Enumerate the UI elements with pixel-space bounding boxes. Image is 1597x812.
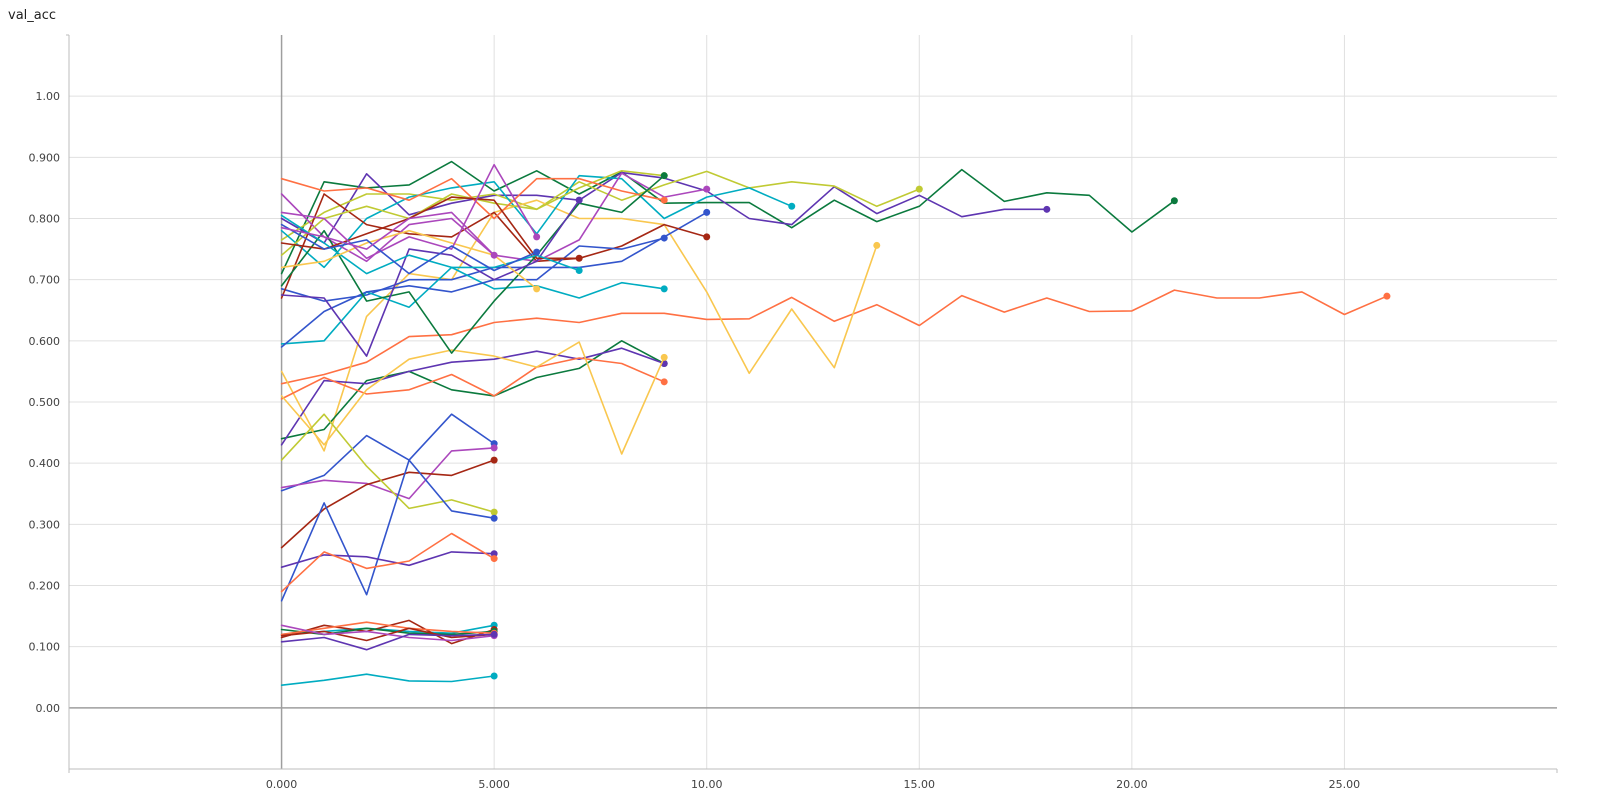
series-line — [280, 621, 495, 636]
series-end-point — [660, 172, 668, 180]
series-end-point — [1043, 205, 1051, 213]
series-end-point — [915, 185, 923, 193]
y-tick-label: 1.00 — [36, 90, 61, 103]
y-tick-label: 0.200 — [29, 580, 61, 593]
series-end-point — [490, 514, 498, 522]
axes — [66, 34, 1558, 773]
x-tick-label: 25.00 — [1329, 778, 1361, 791]
series-line — [280, 357, 666, 400]
series-end-point — [660, 234, 668, 242]
y-tick-label: 0.400 — [29, 457, 61, 470]
series-line — [280, 459, 495, 549]
series-line — [280, 199, 581, 357]
series-line — [280, 347, 666, 446]
y-tick-label: 0.00 — [36, 702, 61, 715]
y-tick-label: 0.800 — [29, 213, 61, 226]
series-line — [280, 193, 708, 299]
series-line — [280, 624, 495, 642]
series-end-point — [873, 241, 881, 249]
series-line — [280, 199, 878, 452]
series-line — [280, 289, 1388, 385]
series-line — [280, 413, 495, 513]
y-tick-label: 0.100 — [29, 641, 61, 654]
series-end-point — [703, 185, 711, 193]
y-tick-label: 0.700 — [29, 274, 61, 287]
x-tick-label: 20.00 — [1116, 778, 1148, 791]
series-line — [280, 341, 666, 455]
series-line — [280, 171, 1048, 244]
series-line — [280, 459, 495, 602]
grid-lines — [69, 35, 1557, 769]
series-end-point — [660, 353, 668, 361]
series-end-point — [575, 196, 583, 204]
series-line — [280, 447, 495, 500]
tick-labels: 0.00 0.100 0.200 0.300 0.400 0.500 0.600 0.700 0… — [29, 90, 1361, 791]
chart-title: val_acc — [8, 8, 57, 23]
series-end-point — [490, 508, 498, 516]
series-end-point — [490, 672, 498, 680]
series-line — [280, 339, 666, 440]
series-line — [280, 174, 666, 354]
y-tick-label: 0.900 — [29, 151, 61, 164]
series-end-point — [703, 208, 711, 216]
y-tick-label: 0.500 — [29, 396, 61, 409]
series-end-point — [1170, 197, 1178, 205]
series-end-point — [660, 378, 668, 386]
series-line — [280, 163, 538, 260]
series-end-point — [575, 266, 583, 274]
series-end-point — [788, 202, 796, 210]
series-end-point — [660, 285, 668, 293]
series-end-point — [575, 254, 583, 262]
series-line — [280, 532, 495, 593]
x-tick-label: 15.00 — [904, 778, 936, 791]
series-line — [280, 633, 495, 651]
series-line — [280, 266, 666, 345]
series-end-point — [533, 248, 541, 256]
x-tick-label: 10.00 — [691, 778, 723, 791]
series-line — [280, 160, 1176, 275]
series-end-point — [490, 550, 498, 558]
x-tick-label: 0.000 — [266, 778, 298, 791]
series-end-point — [533, 285, 541, 293]
x-tick-label: 5.000 — [478, 778, 510, 791]
series-end-point — [490, 251, 498, 259]
series-end-point — [490, 555, 498, 563]
y-tick-label: 0.300 — [29, 518, 61, 531]
series-line — [280, 223, 538, 275]
series-line — [280, 196, 581, 260]
series-end-point — [490, 630, 498, 638]
y-tick-label: 0.600 — [29, 335, 61, 348]
series-line — [280, 551, 495, 569]
series-end-point — [490, 456, 498, 464]
series-line — [280, 413, 495, 492]
series-end-point — [703, 233, 711, 241]
series-end-point — [490, 444, 498, 452]
series-end-point — [660, 196, 668, 204]
series-lines — [280, 160, 1391, 687]
series-line — [280, 237, 666, 348]
series-line — [280, 211, 495, 256]
series-end-point — [533, 233, 541, 241]
series-end-point — [1383, 292, 1391, 300]
series-line — [280, 673, 495, 687]
